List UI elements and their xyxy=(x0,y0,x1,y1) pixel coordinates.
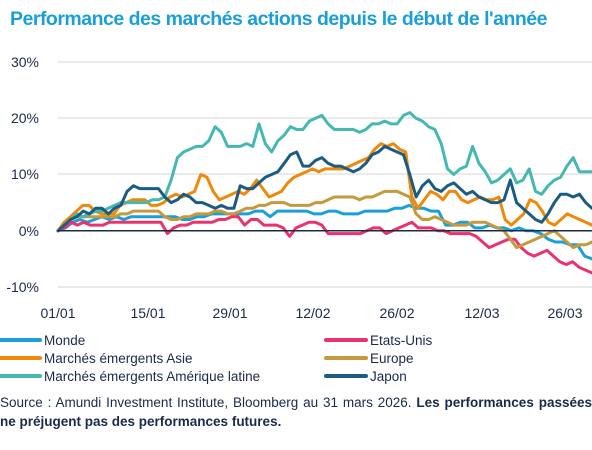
legend-label: Marchés émergents Asie xyxy=(44,351,193,366)
y-axis-tick-labels: 30% 20% 10% 0% -10% xyxy=(6,54,39,295)
series-line xyxy=(56,203,592,261)
x-tick-label: 12/03 xyxy=(464,305,499,321)
series-lines xyxy=(56,111,592,275)
legend-label: Europe xyxy=(370,351,414,366)
source-note: Source : Amundi Investment Institute, Bl… xyxy=(0,393,592,431)
series-line xyxy=(56,215,592,275)
x-axis-tick-labels: 01/01 15/01 29/01 12/02 26/02 12/03 26/03 xyxy=(40,305,582,321)
x-tick-label: 26/02 xyxy=(379,305,414,321)
legend-label: Japon xyxy=(370,369,407,384)
source-text: Source : Amundi Investment Institute, Bl… xyxy=(0,395,417,410)
y-tick-label: 10% xyxy=(11,166,39,182)
x-tick-label: 15/01 xyxy=(130,305,165,321)
legend: Monde Etats-Unis Marchés émergents Asie Eur… xyxy=(0,333,433,384)
y-tick-label: 30% xyxy=(11,54,39,70)
x-tick-label: 26/03 xyxy=(547,305,582,321)
series-line xyxy=(56,111,592,233)
legend-label: Marchés émergents Amérique latine xyxy=(44,369,260,384)
series-line xyxy=(56,144,592,233)
line-chart: 30% 20% 10% 0% -10% 01/01 15/01 29/01 12/02 26/0… xyxy=(0,54,592,384)
source-disclaimer: Les performances passées ne préjugent pa… xyxy=(0,395,592,429)
x-tick-label: 01/01 xyxy=(40,305,75,321)
y-tick-label: -10% xyxy=(6,279,39,295)
x-tick-label: 29/01 xyxy=(212,305,247,321)
y-tick-label: 0% xyxy=(19,223,39,239)
legend-label: Etats-Unis xyxy=(370,333,433,348)
chart-title: Performance des marchés actions depuis l… xyxy=(10,8,548,30)
legend-label: Monde xyxy=(44,333,85,348)
y-tick-label: 20% xyxy=(11,110,39,126)
x-tick-label: 12/02 xyxy=(295,305,330,321)
